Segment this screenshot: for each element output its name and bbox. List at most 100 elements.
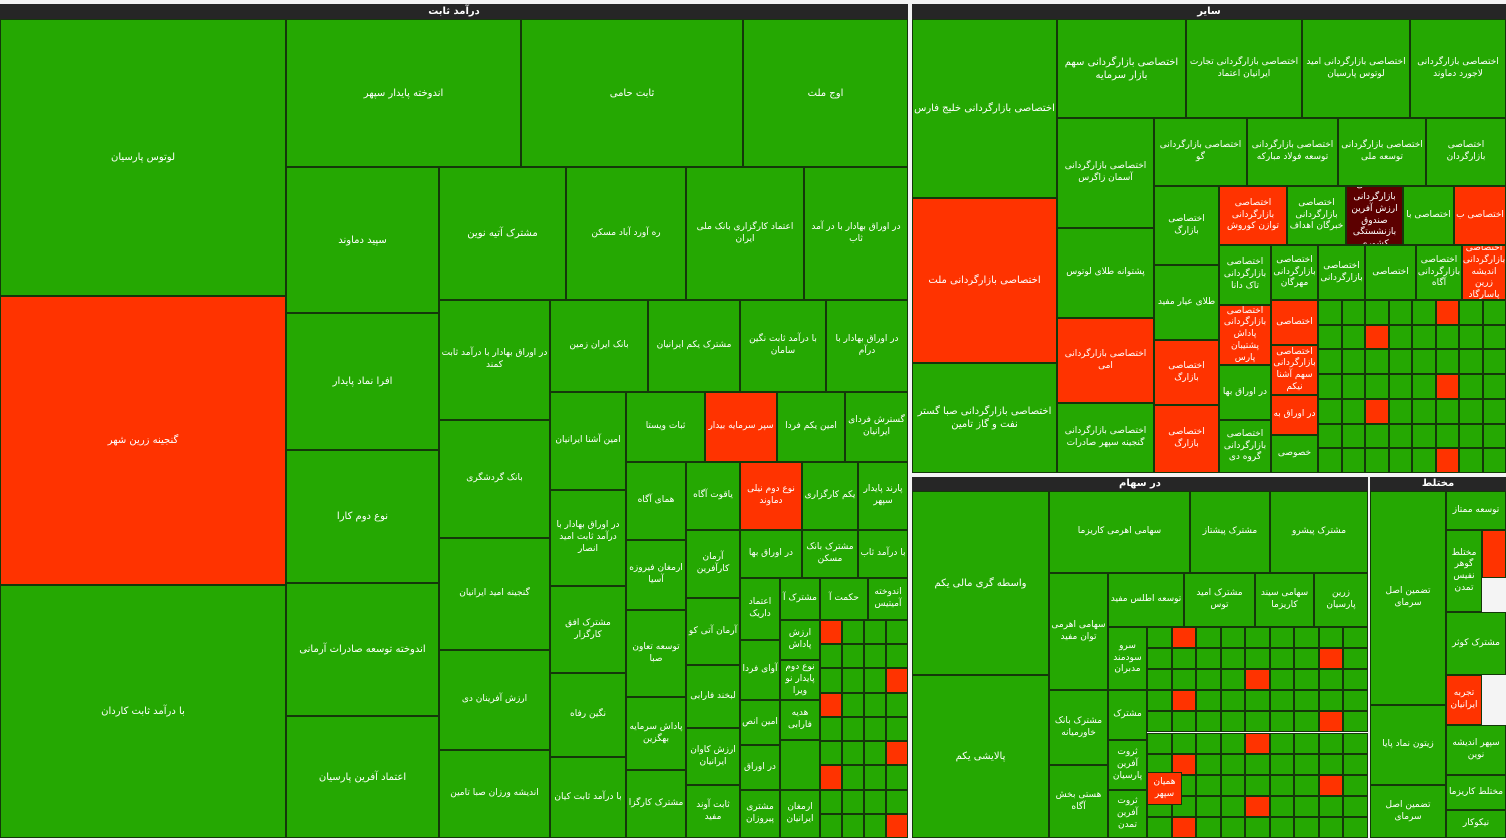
small-tile bbox=[820, 716, 842, 742]
small-tile bbox=[886, 668, 908, 693]
fund-tile: ثابت حامی bbox=[521, 19, 743, 167]
small-tile bbox=[1482, 448, 1506, 473]
fund-tile: اختصاصی بازارگردانی آگاه bbox=[1416, 245, 1462, 300]
section-title: مختلط bbox=[1370, 477, 1506, 491]
small-tile bbox=[1171, 627, 1197, 649]
small-tile bbox=[1269, 816, 1295, 838]
small-tile bbox=[1459, 324, 1483, 350]
fund-tile: اختصاصی بازارگردانی گروه دی bbox=[1219, 420, 1271, 473]
fund-tile: اختصاصی بازارگردانی خلیج فارس bbox=[912, 19, 1057, 198]
small-tile bbox=[1318, 398, 1342, 424]
small-tile bbox=[1341, 349, 1365, 375]
small-tile bbox=[1294, 774, 1319, 796]
small-tile bbox=[1245, 753, 1270, 775]
small-tile bbox=[1343, 753, 1368, 775]
small-tile bbox=[864, 644, 886, 669]
small-tile bbox=[1196, 669, 1221, 691]
small-tile bbox=[1341, 374, 1365, 399]
fund-tile: اندوخته آمیتیس bbox=[868, 578, 908, 620]
fund-tile: اختصاصی بازارگردانی bbox=[1318, 245, 1365, 300]
fund-tile: هستی بخش آگاه bbox=[1049, 765, 1108, 838]
small-tile bbox=[1482, 374, 1506, 399]
fund-tile: اعتماد داریک bbox=[740, 578, 780, 640]
small-tile bbox=[1318, 627, 1344, 649]
fund-tile: مشترک بانک خاورمیانه bbox=[1049, 690, 1108, 765]
fund-tile: توسعه اطلس مفید bbox=[1108, 573, 1184, 627]
fund-tile: مشترک کارگزا bbox=[626, 770, 686, 838]
small-tile bbox=[1318, 795, 1344, 817]
small-tile bbox=[886, 789, 908, 814]
fund-tile: اختصاصی بازارگردانی ارزش آفرین صندوق باز… bbox=[1346, 186, 1403, 245]
fund-tile: امین انص bbox=[740, 700, 780, 745]
fund-tile: اختصاصی بازارگردان bbox=[1426, 118, 1506, 186]
small-tile bbox=[886, 620, 908, 645]
small-tile bbox=[1294, 816, 1319, 838]
small-tile bbox=[1269, 711, 1295, 733]
small-tile bbox=[1269, 669, 1295, 691]
fund-tile: بانک ایران زمین bbox=[550, 300, 648, 392]
small-tile bbox=[886, 813, 908, 838]
small-tile bbox=[1171, 816, 1197, 838]
small-tile bbox=[864, 765, 886, 790]
fund-tile: اختصاصی بازارگردانی لاجورد دماوند bbox=[1410, 19, 1506, 118]
small-tile bbox=[1318, 648, 1344, 670]
small-tile bbox=[842, 813, 864, 838]
fund-tile: ارمغان فیروزه آسیا bbox=[626, 540, 686, 610]
fund-tile: نگین رفاه bbox=[550, 673, 626, 757]
fund-tile: گنجینه زرین شهر bbox=[0, 296, 286, 585]
fund-tile: مشترک آتیه نوین bbox=[439, 167, 566, 300]
fund-tile: ثروت آفرین تمدن bbox=[1108, 790, 1147, 838]
small-tile bbox=[1435, 349, 1459, 375]
small-tile bbox=[1388, 374, 1412, 399]
fund-tile: سپهر اندیشه نوین bbox=[1446, 725, 1506, 775]
small-tile bbox=[1147, 648, 1172, 670]
small-tile bbox=[1318, 732, 1344, 754]
small-tile bbox=[1435, 448, 1459, 473]
small-tile bbox=[1220, 669, 1246, 691]
small-tile bbox=[1245, 648, 1270, 670]
small-tile bbox=[820, 741, 842, 766]
small-tile bbox=[842, 644, 864, 669]
small-tile bbox=[1343, 774, 1368, 796]
fund-tile: یاقوت آگاه bbox=[686, 462, 740, 530]
small-tile bbox=[1388, 324, 1412, 350]
fund-tile: لوتوس پارسیان bbox=[0, 19, 286, 296]
small-tile bbox=[1245, 816, 1270, 838]
fund-tile: سپر سرمایه بیدار bbox=[705, 392, 777, 462]
fund-tile: مشترک یکم ایرانیان bbox=[648, 300, 740, 392]
fund-tile: ثبات ویستا bbox=[626, 392, 705, 462]
small-tile bbox=[1196, 690, 1221, 712]
small-tile bbox=[1318, 448, 1342, 473]
fund-tile: لبخند فارابی bbox=[686, 665, 740, 728]
fund-tile: زیتون نماد پایا bbox=[1370, 705, 1446, 785]
fund-tile: امین یکم فردا bbox=[777, 392, 845, 462]
small-tile bbox=[1388, 423, 1412, 449]
small-tile bbox=[1343, 648, 1368, 670]
small-tile bbox=[1196, 627, 1221, 649]
small-tile bbox=[780, 740, 820, 790]
fund-tile: ره آورد آباد مسکن bbox=[566, 167, 686, 300]
fund-tile: اختصاصی ب bbox=[1454, 186, 1506, 245]
fund-tile: اختصاصی بازارگ bbox=[1154, 405, 1219, 473]
small-tile bbox=[1245, 690, 1270, 712]
small-tile bbox=[820, 789, 842, 814]
small-tile bbox=[1412, 300, 1436, 325]
small-tile bbox=[864, 789, 886, 814]
small-tile bbox=[886, 716, 908, 742]
small-tile bbox=[1482, 398, 1506, 424]
small-tile bbox=[1482, 530, 1506, 578]
small-tile bbox=[842, 741, 864, 766]
small-tile bbox=[1245, 732, 1270, 754]
fund-tile: مشترک افق کارگزار bbox=[550, 586, 626, 673]
fund-tile: مختلط کاریزما bbox=[1446, 775, 1506, 810]
small-tile bbox=[1220, 648, 1246, 670]
fund-tile: در اوراق bbox=[740, 745, 780, 790]
fund-tile: اختصاصی بازارگردانی سهم بازار سرمایه bbox=[1057, 19, 1186, 118]
fund-tile: توسعه ممتاز bbox=[1446, 491, 1506, 530]
small-tile bbox=[1294, 648, 1319, 670]
fund-tile: اوج ملت bbox=[743, 19, 908, 167]
small-tile bbox=[1196, 711, 1221, 733]
small-tile bbox=[1220, 711, 1246, 733]
small-tile bbox=[1482, 324, 1506, 350]
small-tile bbox=[1245, 627, 1270, 649]
